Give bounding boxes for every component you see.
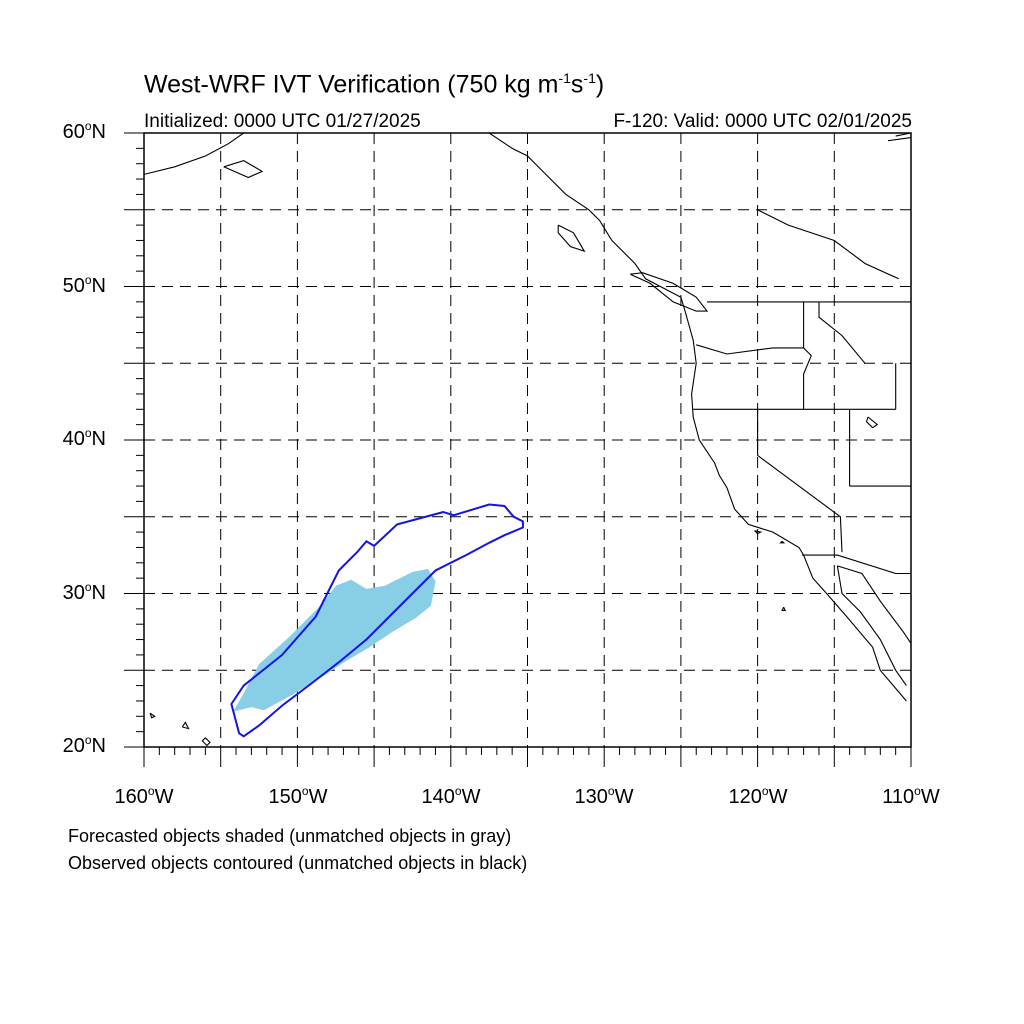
- lon-label-120: 120oW: [728, 784, 788, 808]
- lon-label-150: 150oW: [268, 784, 328, 808]
- gridlines: [144, 133, 911, 747]
- coastline-segment: [557, 224, 586, 253]
- lat-label-40: 40oN: [62, 426, 106, 450]
- lat-label-30: 30oN: [62, 580, 106, 604]
- coastline-segment: [837, 565, 911, 645]
- coastline-segment: [836, 565, 907, 686]
- plot-frame: [143, 132, 912, 748]
- lon-label-160: 160oW: [114, 784, 174, 808]
- coastline-segment: [818, 301, 866, 364]
- island-outline: [781, 607, 787, 611]
- coastline-segment: [696, 344, 804, 355]
- coastline-segment: [802, 554, 911, 575]
- lat-label-60: 60oN: [62, 119, 106, 143]
- lat-label-20: 20oN: [62, 733, 106, 757]
- lon-label-130: 130oW: [574, 784, 634, 808]
- coastline-segment: [757, 409, 843, 553]
- lon-label-140: 140oW: [421, 784, 481, 808]
- ivt-objects: [230, 503, 524, 738]
- coastlines: [144, 133, 911, 747]
- coastline-segment: [223, 160, 264, 179]
- init-time-label: Initialized: 0000 UTC 01/27/2025: [144, 111, 421, 132]
- observed-legend-note: Observed objects contoured (unmatched ob…: [68, 853, 528, 873]
- chart-title: West-WRF IVT Verification (750 kg m-1s-1…: [144, 70, 605, 99]
- coastline-segment: [488, 133, 907, 702]
- lat-label-50: 50oN: [62, 273, 106, 297]
- island-outline: [201, 737, 211, 747]
- axis-ticks: [124, 132, 912, 767]
- valid-time-label: F-120: Valid: 0000 UTC 02/01/2025: [613, 111, 912, 132]
- coastline-segment: [144, 133, 245, 175]
- forecast-object-shaded: [233, 568, 436, 712]
- island-outline: [865, 416, 879, 429]
- coastline-segment: [887, 137, 911, 142]
- island-outline: [779, 540, 786, 544]
- island-outline: [181, 721, 190, 730]
- coastline-segment: [803, 301, 812, 410]
- forecast-legend-note: Forecasted objects shaded (unmatched obj…: [68, 826, 512, 846]
- coastline-segment: [630, 272, 709, 312]
- lon-label-110: 110oW: [882, 784, 940, 808]
- observed-object-contour: [230, 503, 524, 738]
- island-outline: [754, 530, 763, 535]
- coastline-segment: [757, 209, 899, 280]
- island-outline: [149, 712, 156, 719]
